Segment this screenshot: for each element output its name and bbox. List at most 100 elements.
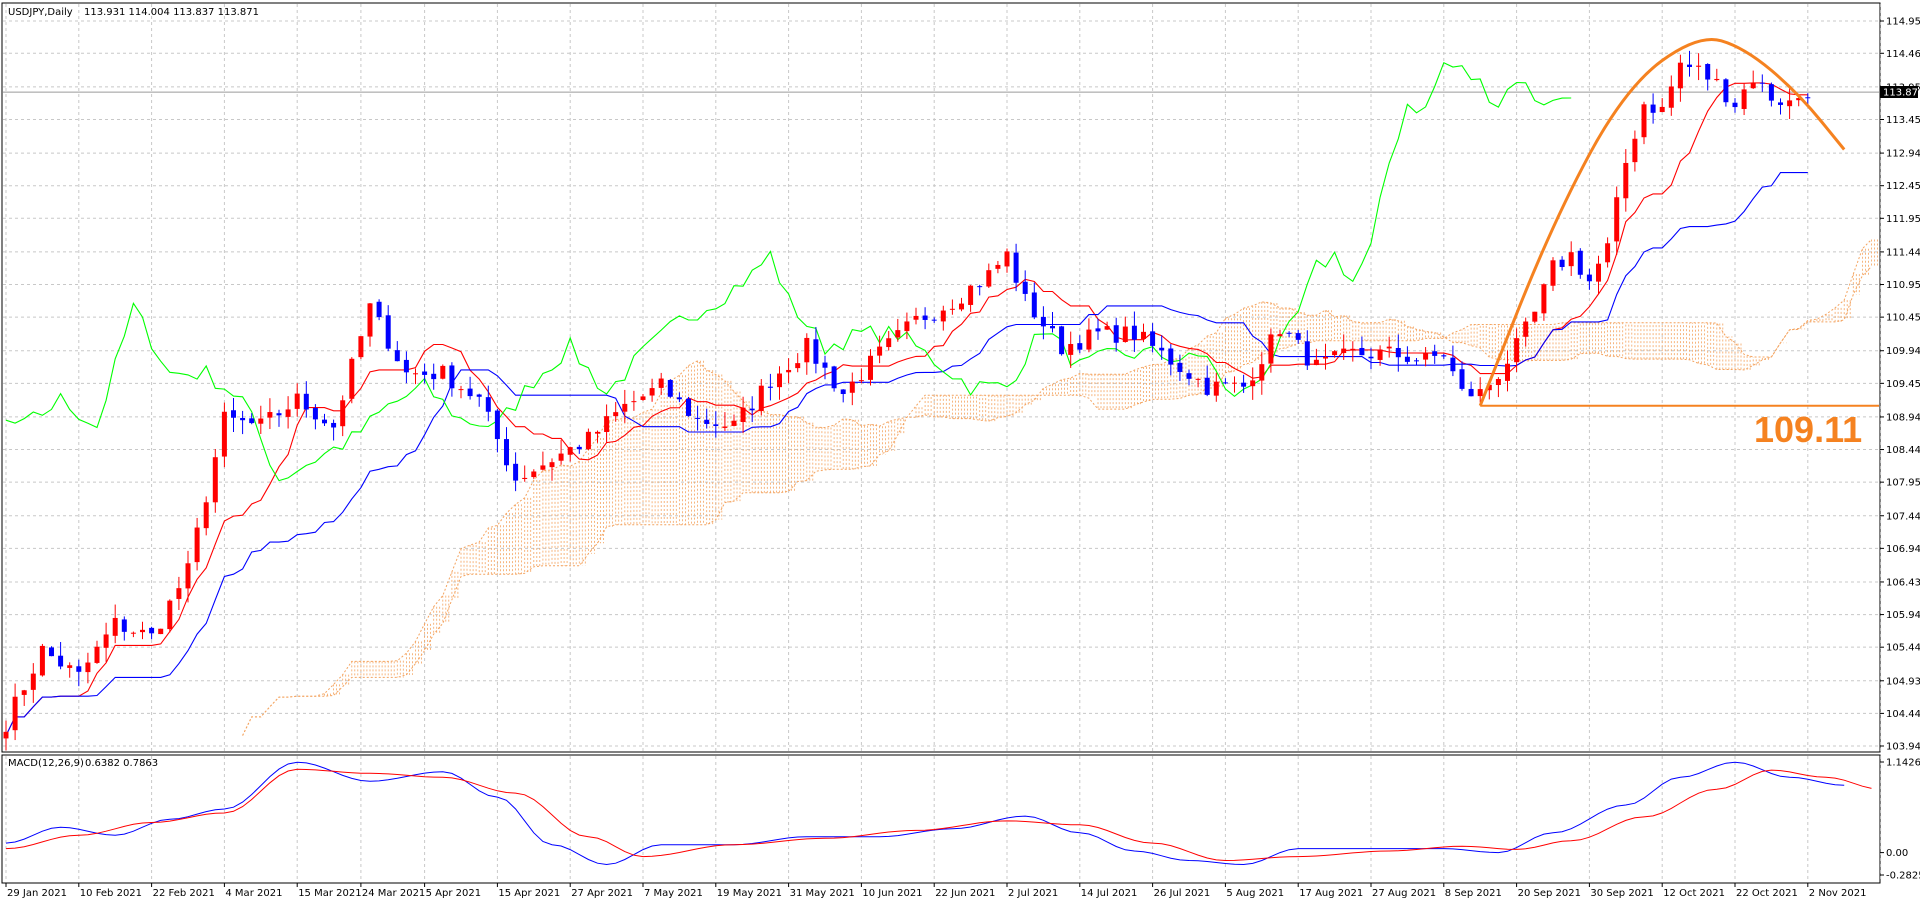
x-tick-label: 2 Jul 2021 (1008, 888, 1058, 899)
x-tick-label: 14 Jul 2021 (1081, 888, 1138, 899)
candle-body (1787, 100, 1793, 107)
candle-body (749, 408, 755, 411)
candle-body (886, 338, 892, 348)
candle-body (1650, 104, 1656, 113)
candle-body (1523, 321, 1529, 337)
y-tick-label: 107.950 (1886, 478, 1920, 489)
candle-body (1141, 331, 1146, 339)
candle-body (1295, 333, 1301, 340)
candle-body (1432, 351, 1438, 356)
senkou-b (242, 266, 1872, 736)
candle-body (1514, 338, 1520, 363)
candle-body (558, 453, 564, 461)
candle-body (1086, 329, 1092, 350)
candle-body (1268, 334, 1274, 364)
candle-body (1395, 347, 1401, 358)
senkou-a (242, 239, 1872, 736)
candle-body (376, 301, 382, 318)
candle-body (1559, 259, 1565, 268)
candle-body (1332, 351, 1338, 356)
candle-body (130, 632, 136, 634)
candle-body (1459, 369, 1465, 389)
candle-body (449, 365, 455, 389)
candle-body (940, 310, 946, 322)
candle-body (94, 646, 100, 663)
candle-body (1068, 344, 1074, 355)
candle-body (695, 417, 701, 419)
candle-body (176, 588, 182, 599)
candle-body (249, 418, 255, 424)
candle-body (231, 410, 236, 418)
candle-body (904, 321, 910, 332)
candle-body (85, 662, 91, 673)
candle-body (649, 388, 655, 396)
y-tick-label: 105.445 (1886, 643, 1920, 654)
candle-body (458, 389, 464, 391)
candle-body (995, 264, 1001, 269)
candle-body (795, 363, 801, 369)
y-tick-label: 106.945 (1886, 544, 1920, 555)
candle-body (121, 619, 127, 632)
candle-body (1168, 348, 1174, 365)
candle-body (786, 369, 792, 373)
y-tick-label: 108.445 (1886, 445, 1920, 456)
candle-body (1723, 79, 1729, 103)
candle-body (1341, 348, 1347, 354)
candle-body (194, 527, 200, 563)
candle-body (1122, 326, 1128, 343)
candle-body (1368, 356, 1374, 359)
x-tick-label: 4 Mar 2021 (225, 888, 282, 899)
candle-body (312, 408, 318, 420)
candle-body (413, 373, 418, 375)
candle-body (676, 397, 682, 400)
x-tick-label: 12 Oct 2021 (1663, 888, 1725, 899)
tenkan-line (5, 82, 1808, 736)
candle-body (1241, 382, 1247, 387)
candle-body (1659, 106, 1665, 113)
x-tick-label: 17 Aug 2021 (1299, 888, 1363, 899)
candle-body (476, 394, 482, 397)
candle-body (1095, 328, 1101, 332)
candle-body (667, 380, 673, 397)
candle-body (1468, 388, 1474, 397)
candle-body (422, 371, 428, 375)
candle-body (931, 319, 937, 321)
candle-body (1414, 360, 1419, 362)
candle-body (1677, 62, 1683, 89)
kijun-line (5, 172, 1808, 736)
candle-body (185, 563, 191, 589)
candle-body (431, 373, 437, 380)
candle-body (613, 412, 619, 417)
macd-values: 0.6382 0.7863 (85, 758, 158, 769)
candle-body (1632, 138, 1638, 163)
candle-body (1304, 341, 1310, 366)
candle-body (1404, 356, 1410, 362)
candle-body (595, 431, 600, 434)
macd-y-tick-label: 0.00 (1886, 848, 1908, 859)
candle-body (767, 386, 773, 388)
candle-body (1477, 389, 1483, 397)
candle-body (986, 270, 992, 287)
candle-body (1586, 274, 1592, 282)
x-tick-label: 19 May 2021 (717, 888, 782, 899)
ohlc-values: 113.931 114.004 113.837 113.871 (84, 7, 259, 18)
candle-body (840, 389, 846, 395)
candle-body (258, 418, 264, 424)
candle-body (1623, 162, 1629, 199)
candle-body (540, 465, 546, 470)
candle-body (39, 645, 45, 676)
candle-body (294, 393, 300, 409)
candle-body (3, 731, 9, 739)
candle-body (467, 388, 473, 397)
candle-body (21, 690, 27, 695)
candle-body (758, 385, 764, 411)
y-tick-label: 107.440 (1886, 511, 1920, 522)
candle-body (285, 409, 291, 417)
macd-panel (1, 754, 1881, 884)
x-tick-label: 15 Apr 2021 (498, 888, 560, 899)
candle-body (1213, 381, 1219, 396)
candle-body (1177, 362, 1183, 372)
candle-body (1805, 97, 1811, 99)
y-tick-label: 111.445 (1886, 247, 1920, 258)
